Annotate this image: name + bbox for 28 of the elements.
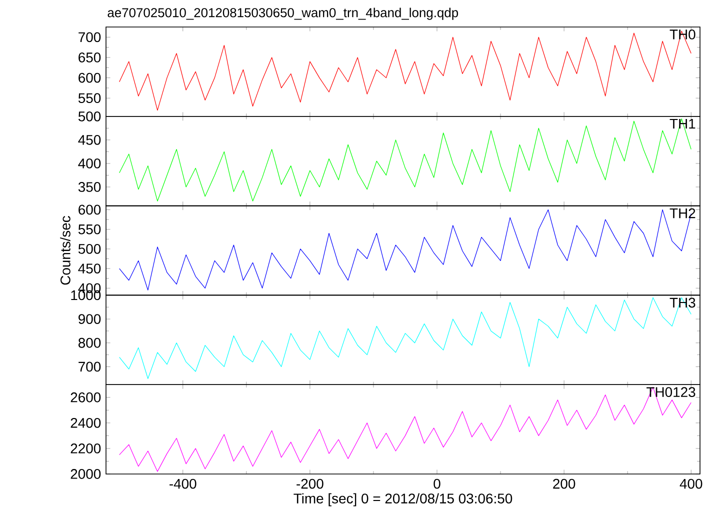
y-tick-label: 450: [78, 134, 101, 145]
y-tick-label: 900: [78, 314, 101, 324]
x-tick-label: -200: [296, 478, 324, 489]
y-tick-label: 2400: [70, 418, 101, 428]
y-tick-label: 700: [78, 32, 101, 42]
x-tick-label: -400: [170, 478, 196, 489]
series-label: TH2: [670, 208, 696, 218]
y-tick-label: 550: [78, 93, 101, 104]
y-tick-label: 2000: [70, 469, 101, 479]
y-tick-label: 600: [78, 204, 101, 215]
x-tick-label: 200: [553, 478, 576, 489]
y-tick-label: 550: [78, 224, 101, 234]
y-tick-label: 450: [78, 264, 101, 274]
y-tick-label: 2600: [70, 392, 101, 402]
y-tick-label: 400: [78, 158, 101, 168]
x-tick-label: 400: [680, 478, 702, 489]
y-tick-label: 800: [78, 338, 101, 348]
y-tick-label: 500: [78, 244, 101, 254]
chart-title: ae707025010_20120815030650_wam0_trn_4band_long.qdp: [108, 8, 458, 20]
y-axis-title: Counts/sec: [60, 216, 70, 285]
x-axis-title: Time [sec] 0 = 2012/08/15 03:06:50: [294, 493, 512, 506]
y-tick-label: 650: [78, 52, 101, 62]
y-tick-label: 2200: [70, 444, 101, 454]
y-tick-label: 600: [78, 72, 101, 83]
y-tick-label: 700: [78, 362, 101, 372]
y-tick-label: 500: [78, 111, 101, 122]
y-tick-label: 350: [78, 182, 101, 192]
x-tick-label: 0: [434, 478, 440, 489]
